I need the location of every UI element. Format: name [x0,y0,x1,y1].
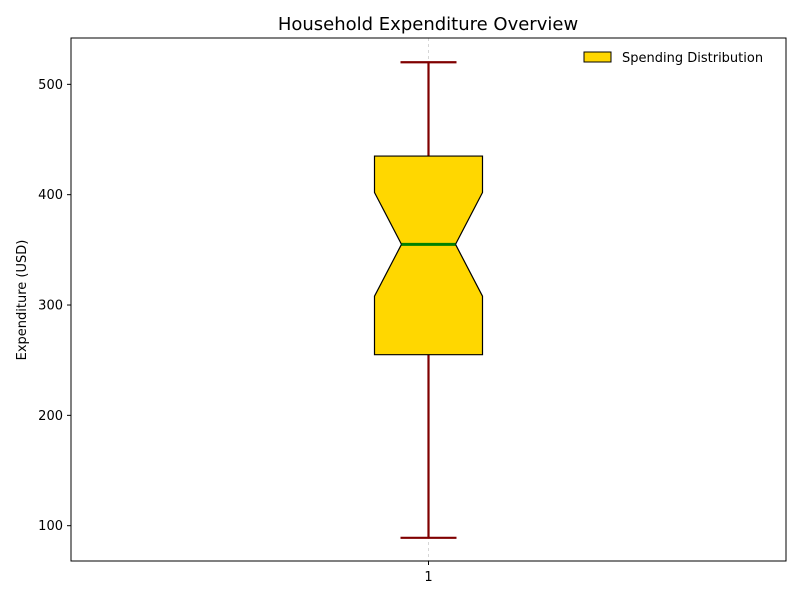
notched-box [373,155,484,356]
y-tick-label: 400 [38,188,63,203]
x-tick-label: 1 [424,570,432,585]
y-axis-label: Expenditure (USD) [15,240,30,361]
y-tick-label: 300 [38,299,63,314]
chart-title: Household Expenditure Overview [278,14,578,35]
legend: Spending Distribution [583,51,763,66]
y-tick-label: 200 [38,409,63,424]
x-axis: 1 [424,561,433,585]
legend-label: Spending Distribution [622,51,763,66]
y-tick-label: 100 [38,519,63,534]
box-layer [373,61,484,539]
y-axis: 100 200 300 400 500 [38,78,71,534]
y-tick-label: 500 [38,78,63,93]
legend-swatch [583,51,612,63]
